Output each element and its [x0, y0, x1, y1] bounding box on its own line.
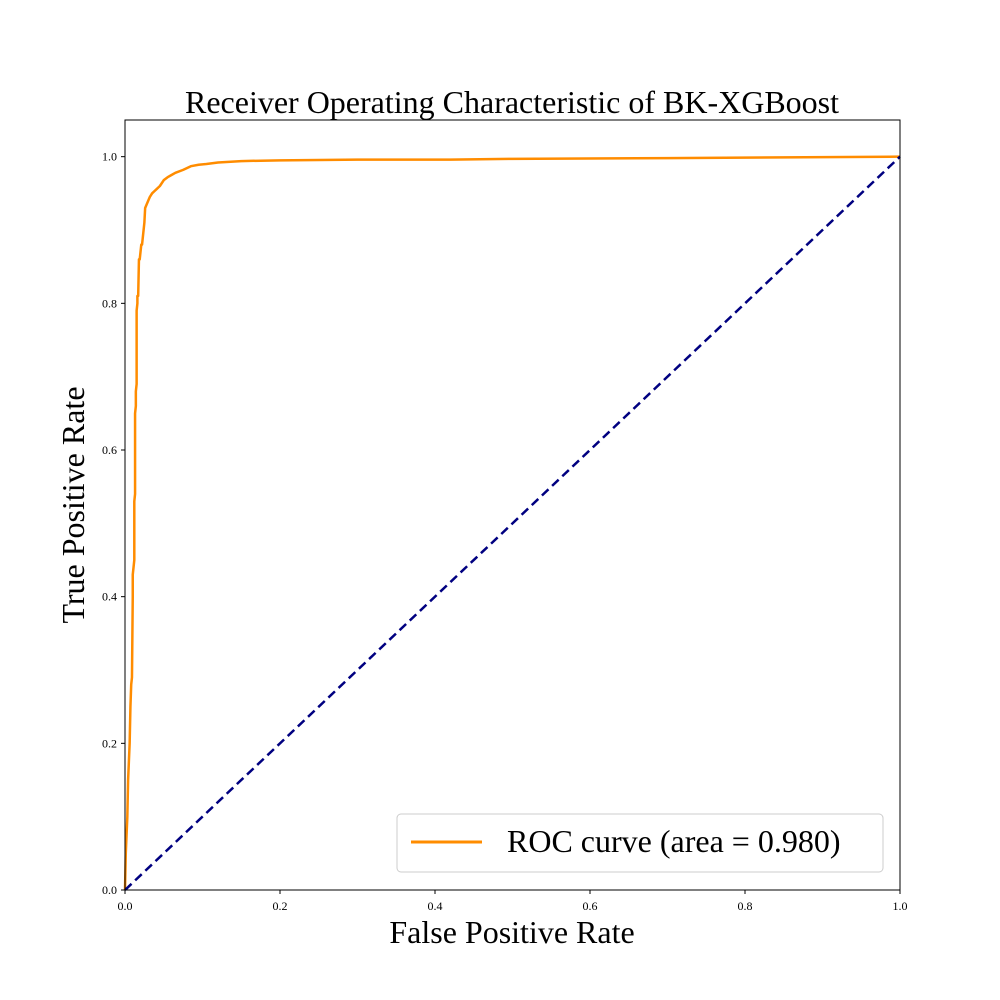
x-axis-ticks: 0.0 0.2 0.4 0.6 0.8 1.0	[118, 890, 908, 913]
x-tick-label: 1.0	[893, 899, 908, 913]
x-tick-label: 0.2	[273, 899, 288, 913]
axes-frame	[124, 119, 901, 891]
y-axis-ticks: 0.0 0.2 0.4 0.6 0.8 1.0	[102, 150, 125, 897]
legend-label-roc: ROC curve (area = 0.980)	[507, 823, 840, 859]
y-tick-label: 0.2	[102, 736, 117, 750]
y-tick-label: 0.6	[102, 443, 117, 457]
y-tick-label: 0.4	[102, 590, 117, 604]
y-axis-label: True Positive Rate	[55, 386, 91, 623]
x-axis-label: False Positive Rate	[389, 914, 634, 950]
legend: ROC curve (area = 0.980)	[396, 813, 884, 873]
x-tick-label: 0.8	[738, 899, 753, 913]
chance-diagonal-line	[124, 155, 901, 891]
y-tick-label: 1.0	[102, 150, 117, 164]
x-tick-label: 0.4	[428, 899, 443, 913]
x-tick-label: 0.6	[583, 899, 598, 913]
plot-area	[123, 119, 901, 891]
legend-box	[396, 813, 884, 873]
y-tick-label: 0.0	[102, 883, 117, 897]
x-tick-label: 0.0	[118, 899, 133, 913]
y-tick-label: 0.8	[102, 296, 117, 310]
chart-title: Receiver Operating Characteristic of BK-…	[185, 84, 839, 120]
roc-curve-line	[123, 155, 901, 891]
series-layer	[123, 155, 901, 891]
